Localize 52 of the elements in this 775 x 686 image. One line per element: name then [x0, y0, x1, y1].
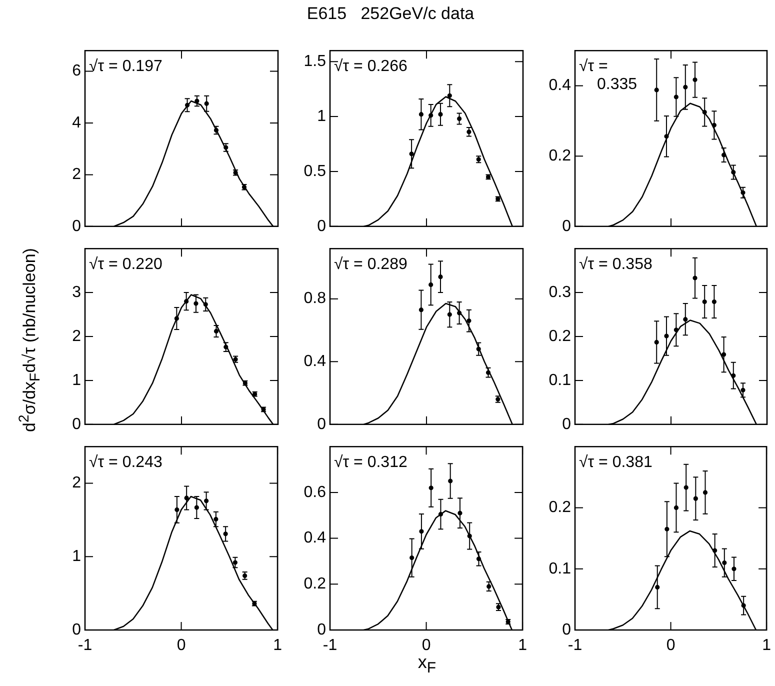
x-tick-label: 0 — [666, 637, 676, 654]
x-tick-label: 1 — [518, 637, 528, 654]
x-tick-label: 1 — [762, 637, 772, 654]
annotation: √τ = 0.197 — [89, 58, 162, 76]
y-tick-label: 1 — [317, 108, 326, 125]
y-tick-label: 0 — [72, 416, 82, 433]
x-tick-label: -1 — [78, 637, 92, 654]
y-tick-label: 0.6 — [304, 484, 326, 501]
annotation: √τ = 0.312 — [334, 454, 408, 472]
y-tick-label: 1 — [72, 372, 82, 389]
y-tick-label: 4 — [72, 114, 82, 132]
y-tick-label: 2 — [72, 166, 82, 184]
y-tick-label: 6 — [72, 62, 82, 80]
annotation: √τ = 0.220 — [89, 256, 162, 274]
x-tick-label: 1 — [273, 637, 282, 654]
y-tick-label: 0.4 — [548, 77, 572, 94]
x-tick-label: 0 — [176, 637, 186, 654]
y-tick-label: 0 — [562, 218, 572, 235]
y-tick-label: 2 — [72, 474, 82, 492]
y-tick-label: 1 — [72, 548, 82, 566]
y-tick-label: 0.8 — [304, 290, 326, 308]
annotation: √τ = 0.335 — [579, 58, 638, 94]
y-tick-label: 1.5 — [304, 52, 326, 70]
y-tick-label: 0.2 — [304, 576, 326, 593]
x-axis-title: x$_{F}$ — [418, 652, 436, 677]
y-tick-label: 3 — [72, 284, 82, 301]
y-tick-label: 0.1 — [548, 560, 572, 578]
annotation: √τ = 0.243 — [89, 454, 162, 472]
y-tick-label: 0 — [72, 218, 82, 235]
annotation: √τ = 0.381 — [579, 454, 652, 472]
annotation: √τ = 0.358 — [579, 256, 652, 274]
y-tick-label: 0 — [317, 416, 326, 433]
x-tick-label: -1 — [568, 637, 582, 654]
x-tick-label: 0 — [422, 637, 431, 654]
y-tick-label: 0.4 — [304, 530, 326, 547]
y-tick-label: 0 — [317, 218, 326, 235]
y-tick-label: 0.2 — [548, 499, 572, 516]
y-tick-label: 0 — [562, 621, 572, 638]
x-tick-label: -1 — [322, 637, 338, 654]
y-tick-label: 0 — [317, 621, 326, 638]
y-tick-label: 0.2 — [548, 328, 572, 345]
y-tick-label: 2 — [72, 328, 82, 345]
y-tick-label: 0.3 — [548, 284, 572, 301]
y-tick-label: 0.2 — [548, 147, 572, 164]
y-tick-label: 0.1 — [548, 372, 572, 389]
annotation: √τ = 0.266 — [334, 58, 408, 76]
y-tick-label: 0 — [562, 416, 572, 433]
y-tick-label: 0 — [72, 621, 82, 638]
chart-title: E615 252GeV/c data — [306, 4, 474, 24]
annotation: √τ = 0.289 — [334, 256, 408, 274]
y-tick-label: 0.4 — [304, 353, 326, 370]
y-tick-label: 0.5 — [304, 162, 326, 180]
